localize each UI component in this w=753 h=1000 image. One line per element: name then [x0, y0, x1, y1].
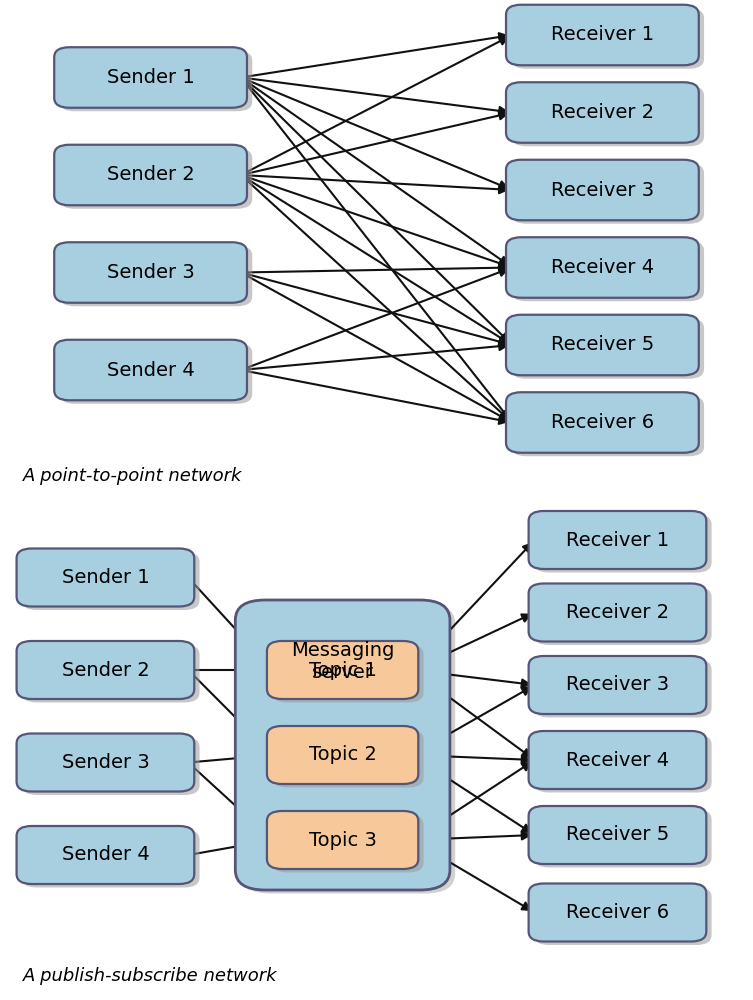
Text: Topic 2: Topic 2	[309, 746, 376, 764]
FancyBboxPatch shape	[529, 731, 706, 789]
Text: Receiver 3: Receiver 3	[566, 676, 669, 694]
FancyBboxPatch shape	[506, 315, 699, 375]
FancyBboxPatch shape	[17, 734, 194, 792]
FancyBboxPatch shape	[534, 587, 712, 645]
FancyBboxPatch shape	[59, 148, 252, 209]
FancyBboxPatch shape	[17, 641, 194, 699]
FancyBboxPatch shape	[511, 318, 704, 379]
Text: Sender 2: Sender 2	[62, 660, 149, 680]
Text: Receiver 5: Receiver 5	[566, 826, 669, 844]
Text: Receiver 6: Receiver 6	[551, 413, 654, 432]
Text: Receiver 4: Receiver 4	[551, 258, 654, 277]
FancyBboxPatch shape	[273, 814, 423, 872]
FancyBboxPatch shape	[267, 641, 419, 699]
FancyBboxPatch shape	[241, 603, 455, 894]
FancyBboxPatch shape	[54, 145, 247, 205]
Text: Topic 1: Topic 1	[309, 660, 376, 680]
FancyBboxPatch shape	[59, 343, 252, 404]
FancyBboxPatch shape	[511, 163, 704, 224]
FancyBboxPatch shape	[534, 660, 712, 718]
FancyBboxPatch shape	[534, 514, 712, 572]
FancyBboxPatch shape	[17, 826, 194, 884]
Text: Sender 4: Sender 4	[107, 360, 194, 379]
FancyBboxPatch shape	[506, 160, 699, 220]
Text: Topic 3: Topic 3	[309, 830, 376, 850]
Text: Sender 1: Sender 1	[62, 568, 149, 587]
FancyBboxPatch shape	[22, 645, 200, 702]
FancyBboxPatch shape	[529, 511, 706, 569]
FancyBboxPatch shape	[534, 810, 712, 867]
FancyBboxPatch shape	[17, 548, 194, 606]
Text: A point-to-point network: A point-to-point network	[23, 467, 242, 485]
FancyBboxPatch shape	[534, 887, 712, 945]
Text: Sender 4: Sender 4	[62, 846, 149, 864]
FancyBboxPatch shape	[235, 600, 450, 890]
Text: Sender 1: Sender 1	[107, 68, 194, 87]
FancyBboxPatch shape	[534, 734, 712, 792]
FancyBboxPatch shape	[506, 392, 699, 453]
FancyBboxPatch shape	[22, 737, 200, 795]
FancyBboxPatch shape	[267, 726, 419, 784]
FancyBboxPatch shape	[59, 51, 252, 111]
FancyBboxPatch shape	[54, 242, 247, 303]
FancyBboxPatch shape	[22, 830, 200, 888]
Text: Sender 2: Sender 2	[107, 165, 194, 184]
FancyBboxPatch shape	[54, 47, 247, 108]
FancyBboxPatch shape	[511, 86, 704, 146]
Text: Receiver 2: Receiver 2	[551, 103, 654, 122]
Text: Sender 3: Sender 3	[107, 263, 194, 282]
Text: Receiver 4: Receiver 4	[566, 750, 669, 770]
Text: A publish-subscribe network: A publish-subscribe network	[23, 967, 277, 985]
FancyBboxPatch shape	[529, 656, 706, 714]
Text: Receiver 2: Receiver 2	[566, 603, 669, 622]
Text: Messaging
server: Messaging server	[291, 641, 395, 682]
FancyBboxPatch shape	[529, 806, 706, 864]
Text: Receiver 5: Receiver 5	[550, 336, 654, 355]
Text: Receiver 6: Receiver 6	[566, 903, 669, 922]
FancyBboxPatch shape	[529, 584, 706, 642]
FancyBboxPatch shape	[59, 246, 252, 306]
FancyBboxPatch shape	[506, 237, 699, 298]
Text: Receiver 3: Receiver 3	[551, 180, 654, 200]
Text: Receiver 1: Receiver 1	[551, 25, 654, 44]
FancyBboxPatch shape	[529, 884, 706, 942]
FancyBboxPatch shape	[511, 241, 704, 301]
FancyBboxPatch shape	[22, 552, 200, 610]
FancyBboxPatch shape	[511, 8, 704, 69]
FancyBboxPatch shape	[267, 811, 419, 869]
FancyBboxPatch shape	[506, 5, 699, 65]
FancyBboxPatch shape	[273, 645, 423, 702]
Text: Receiver 1: Receiver 1	[566, 530, 669, 550]
FancyBboxPatch shape	[511, 396, 704, 456]
Text: Sender 3: Sender 3	[62, 753, 149, 772]
FancyBboxPatch shape	[54, 340, 247, 400]
FancyBboxPatch shape	[273, 730, 423, 788]
FancyBboxPatch shape	[506, 82, 699, 143]
